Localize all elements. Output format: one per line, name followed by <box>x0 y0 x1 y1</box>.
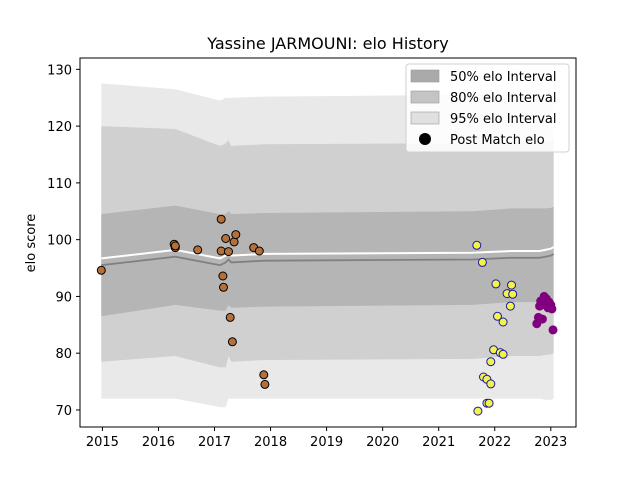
data-point <box>487 358 495 366</box>
data-point <box>217 247 225 255</box>
data-point <box>220 283 228 291</box>
legend-label: 50% elo Interval <box>450 70 557 85</box>
x-tick-label: 2020 <box>366 435 399 450</box>
data-point <box>548 305 556 313</box>
data-point <box>492 280 500 288</box>
data-point <box>485 399 493 407</box>
y-tick-label: 80 <box>55 347 72 362</box>
data-point <box>549 326 557 334</box>
data-point <box>255 247 263 255</box>
legend-swatch <box>411 112 439 124</box>
data-point <box>230 238 238 246</box>
y-tick-label: 130 <box>47 63 72 78</box>
x-tick-label: 2022 <box>478 435 511 450</box>
chart-title: Yassine JARMOUNI: elo History <box>206 34 448 53</box>
data-point <box>478 258 486 266</box>
x-tick-label: 2023 <box>534 435 567 450</box>
data-point <box>226 313 234 321</box>
x-tick-label: 2018 <box>254 435 287 450</box>
data-point <box>171 242 179 250</box>
data-point <box>261 380 269 388</box>
data-point <box>225 248 233 256</box>
x-tick-label: 2021 <box>422 435 455 450</box>
legend-swatch <box>411 91 439 103</box>
x-tick-label: 2016 <box>142 435 175 450</box>
legend: 50% elo Interval 80% elo Interval 95% elo … <box>406 64 569 152</box>
legend-label: 80% elo Interval <box>450 91 557 106</box>
data-point <box>217 215 225 223</box>
data-point <box>228 338 236 346</box>
data-point <box>194 246 202 254</box>
data-point <box>509 290 517 298</box>
data-point <box>232 231 240 239</box>
x-tick-label: 2017 <box>198 435 231 450</box>
legend-label: 95% elo Interval <box>450 112 557 127</box>
data-point <box>97 266 105 274</box>
data-point <box>487 380 495 388</box>
legend-marker <box>419 133 431 145</box>
y-tick-label: 120 <box>47 120 72 135</box>
data-point <box>260 371 268 379</box>
y-tick-label: 110 <box>47 177 72 192</box>
legend-label: Post Match elo <box>450 133 545 148</box>
y-tick-label: 100 <box>47 234 72 249</box>
data-point <box>219 272 227 280</box>
data-point <box>508 281 516 289</box>
data-point <box>499 318 507 326</box>
x-tick-label: 2015 <box>86 435 119 450</box>
x-tick-label: 2019 <box>310 435 343 450</box>
data-point <box>222 235 230 243</box>
data-point <box>473 241 481 249</box>
y-axis-label: elo score <box>24 214 39 273</box>
data-point <box>538 315 546 323</box>
y-tick-label: 70 <box>55 404 72 419</box>
data-point <box>506 302 514 310</box>
data-point <box>474 407 482 415</box>
y-tick-label: 90 <box>55 290 72 305</box>
data-point <box>499 350 507 358</box>
legend-swatch <box>411 70 439 82</box>
